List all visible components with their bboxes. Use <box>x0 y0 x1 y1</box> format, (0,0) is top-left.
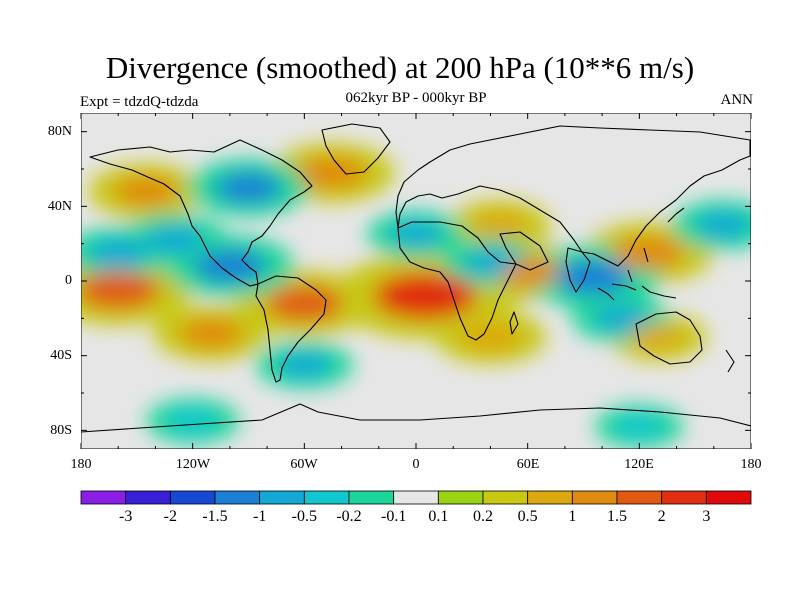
lon-label-60e: 60E <box>516 457 540 472</box>
colorbar <box>80 490 752 505</box>
colorbar-label: 2 <box>657 508 666 525</box>
map-title: Divergence (smoothed) at 200 hPa (10**6 … <box>105 50 695 85</box>
positive-anomaly <box>631 324 685 350</box>
negative-anomaly <box>215 172 282 204</box>
coastline-new-zealand <box>725 349 735 373</box>
season-label: ANN <box>720 92 754 108</box>
colorbar-label: 1 <box>568 508 577 525</box>
positive-anomaly <box>179 318 243 349</box>
negative-anomaly <box>695 211 751 239</box>
negative-anomaly <box>389 221 443 248</box>
colorbar-label: 1.5 <box>607 508 627 525</box>
colorbar-label: -0.2 <box>336 508 362 525</box>
axis-ticks <box>80 113 752 449</box>
colorbar-swatch <box>125 490 171 505</box>
coastline-arabia <box>499 231 549 271</box>
colorbar-swatch <box>393 490 439 505</box>
negative-anomaly <box>89 239 148 267</box>
colorbar-swatch <box>348 490 395 505</box>
negative-anomaly <box>145 226 204 254</box>
lat-label-80s: 80S <box>50 423 72 438</box>
colorbar-label: -2 <box>163 508 177 525</box>
colorbar-swatch <box>214 490 261 505</box>
lon-label-120e: 120E <box>624 457 654 472</box>
positive-anomaly <box>460 322 521 352</box>
colorbar-swatch <box>80 490 127 505</box>
lat-label-80n: 80N <box>47 124 72 139</box>
colorbar-label: 0.1 <box>428 508 449 525</box>
lat-label-40s: 40S <box>50 348 72 363</box>
map-panel <box>81 113 751 449</box>
colorbar-label: -1 <box>252 508 267 525</box>
colorbar-label: 0.5 <box>517 508 538 525</box>
colorbar-label: -1.5 <box>202 508 228 525</box>
positive-anomaly <box>266 285 343 322</box>
coastline-africa <box>397 221 517 341</box>
colorbar-label: 3 <box>702 508 711 525</box>
colorbar-label: -0.5 <box>291 508 317 525</box>
positive-anomaly <box>374 272 477 320</box>
coastline-greenland <box>321 123 391 175</box>
coastline-madagascar <box>509 311 519 335</box>
negative-anomaly <box>594 305 648 332</box>
negative-anomaly <box>555 260 630 295</box>
coastline-japan <box>667 207 685 223</box>
coastline-south-america <box>255 275 327 383</box>
colorbar-label: -0.1 <box>380 508 407 525</box>
colorbar-swatch <box>571 490 618 505</box>
positive-anomaly <box>472 211 528 239</box>
positive-anomaly <box>81 271 159 310</box>
period-label: 062kyr BP - 000kyr BP <box>345 90 487 106</box>
negative-anomaly <box>277 352 331 378</box>
colorbar-swatch <box>259 490 305 505</box>
positive-anomaly <box>613 236 685 270</box>
experiment-label: Expt = tdzdQ-tdzda <box>80 94 199 110</box>
negative-anomaly <box>194 249 266 283</box>
lon-label-120w: 120W <box>175 457 211 472</box>
coastline-eurasia <box>395 125 751 267</box>
coastlines <box>81 123 751 433</box>
colorbar-swatch <box>705 490 752 505</box>
lon-label-180w: 180 <box>70 457 92 472</box>
coastline-north-america <box>89 139 313 287</box>
anomaly-smoothed-layer <box>81 142 751 449</box>
colorbar-swatch <box>616 490 663 505</box>
lon-label-60w: 60W <box>290 457 318 472</box>
negative-anomaly <box>167 408 218 434</box>
anomaly-field <box>81 142 751 449</box>
colorbar-swatch <box>661 490 707 505</box>
colorbar-label: -3 <box>118 508 133 525</box>
colorbar-label: 0.2 <box>473 508 493 525</box>
colorbar-swatch <box>437 490 484 505</box>
coastline-australia <box>635 311 703 365</box>
negative-anomaly <box>615 415 664 439</box>
colorbar-swatch <box>482 490 529 505</box>
coastline-maritime-continent <box>597 247 677 301</box>
lon-label-180e: 180 <box>740 457 762 472</box>
positive-anomaly <box>298 156 367 189</box>
negative-anomaly <box>464 249 517 276</box>
lat-label-40n: 40N <box>47 199 72 214</box>
lon-label-0: 0 <box>412 457 420 472</box>
colorbar-swatch <box>303 490 350 505</box>
lat-label-eq: 0 <box>65 273 72 288</box>
colorbar-swatch <box>169 490 216 505</box>
colorbar-swatch <box>527 490 573 505</box>
coastline-india <box>565 247 591 293</box>
coastline-antarctica <box>81 403 751 433</box>
positive-anomaly <box>114 176 178 207</box>
